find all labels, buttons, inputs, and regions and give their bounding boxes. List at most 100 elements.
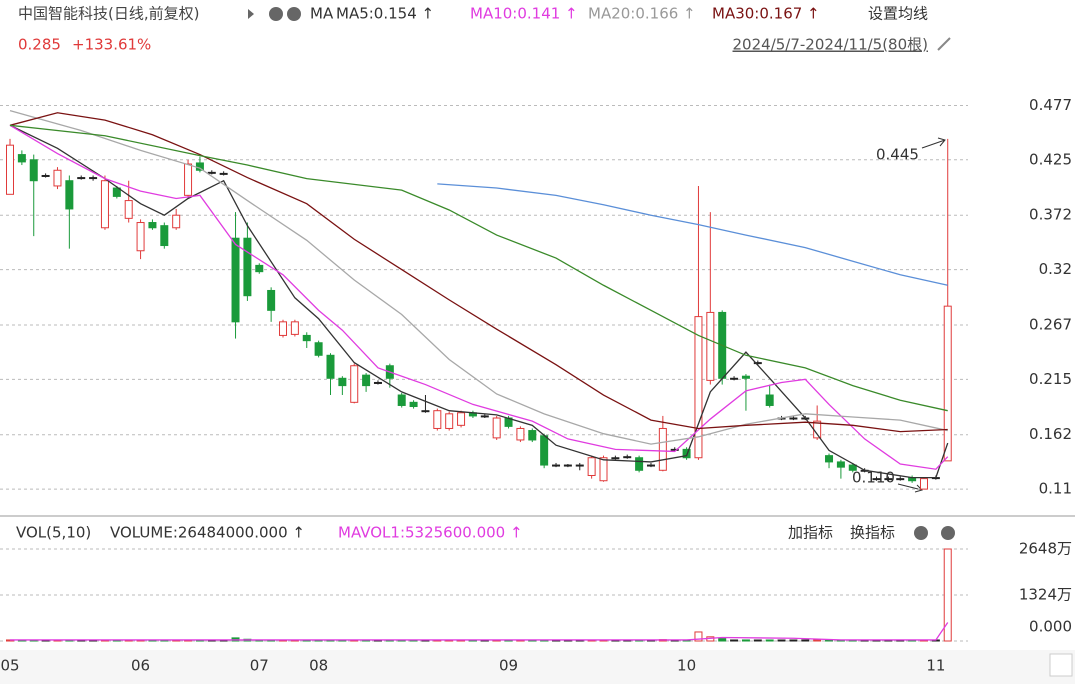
- volume-settings-icon[interactable]: [914, 526, 928, 540]
- chart-title: 中国智能科技(日线,前复权): [18, 5, 199, 23]
- candle-body: [658, 427, 667, 471]
- high-annotation: 0.445: [876, 146, 919, 164]
- candle-body: [753, 362, 762, 365]
- candle-body: [219, 172, 228, 175]
- ma-line: [437, 183, 948, 286]
- candle-body: [362, 374, 371, 387]
- candle-body: [611, 457, 620, 460]
- candle-body: [623, 456, 632, 459]
- ma-line: [9, 110, 948, 445]
- ma-line: [9, 124, 949, 470]
- candle-body: [41, 174, 50, 177]
- candle-body: [136, 222, 145, 252]
- candle-body: [825, 455, 834, 463]
- candle-body: [160, 225, 169, 247]
- candle-body: [587, 457, 596, 477]
- ma5-label: MA5:0.154 ↑: [336, 5, 434, 23]
- candle-body: [528, 430, 537, 441]
- candle-body: [706, 311, 715, 381]
- mavol-line: [10, 622, 949, 641]
- candle-body: [207, 171, 216, 174]
- ma-label: MA: [310, 5, 334, 23]
- candle-body: [563, 464, 572, 467]
- candle-body: [373, 381, 382, 384]
- candle-body: [302, 334, 311, 342]
- candle-body: [314, 342, 323, 356]
- pin-icon[interactable]: [937, 37, 951, 51]
- x-tick-label: 11: [926, 657, 945, 675]
- candle-body: [100, 180, 109, 229]
- y-tick-label: 0.215: [1029, 370, 1072, 388]
- ma-settings[interactable]: 设置均线: [868, 5, 928, 23]
- scroll-button[interactable]: [1049, 653, 1073, 677]
- candle-body: [231, 237, 240, 323]
- close-icon[interactable]: [287, 7, 301, 21]
- candle-body: [492, 417, 501, 439]
- last-price: 0.285: [18, 36, 61, 54]
- settings-icon[interactable]: [269, 7, 283, 21]
- candle-body: [421, 410, 430, 413]
- volume-bar: [718, 638, 727, 642]
- candle-body: [184, 163, 193, 196]
- volume-bar: [753, 639, 762, 642]
- high-arrow: [921, 137, 946, 149]
- candle-body: [836, 461, 845, 468]
- y-tick-label: 0.32: [1039, 260, 1072, 278]
- volume-close-icon[interactable]: [941, 526, 955, 540]
- y-tick-label: 0.477: [1029, 96, 1072, 114]
- candle-body: [89, 177, 98, 180]
- volume-tick-label: 1324万: [1019, 586, 1072, 604]
- candle-body: [896, 478, 905, 481]
- ma-line: [9, 124, 948, 412]
- volume-tick-label: 0.000: [1029, 618, 1072, 636]
- candle-body: [884, 478, 893, 481]
- volume-title: VOL(5,10): [16, 524, 91, 542]
- volume-bar: [943, 548, 952, 642]
- volume-bar: [801, 639, 810, 642]
- candle-body: [480, 415, 489, 418]
- candle-body: [6, 144, 14, 195]
- ma30-label: MA30:0.167 ↑: [712, 5, 820, 23]
- candle-body: [148, 222, 157, 229]
- candle-body: [279, 321, 288, 336]
- candle-body: [741, 375, 750, 379]
- volume-bar: [765, 639, 774, 642]
- x-tick-label: 09: [499, 657, 518, 675]
- y-tick-label: 0.162: [1029, 425, 1072, 443]
- candle-body: [789, 417, 798, 420]
- candle-body: [112, 187, 121, 197]
- y-tick-label: 0.267: [1029, 315, 1072, 333]
- volume-tick-label: 2648万: [1019, 540, 1072, 558]
- candle-body: [172, 214, 181, 229]
- candle-body: [682, 448, 691, 459]
- candle-body: [350, 365, 359, 403]
- expand-icon[interactable]: [248, 9, 254, 19]
- candle-body: [17, 154, 26, 163]
- ma-line: [9, 124, 949, 479]
- candle-body: [599, 457, 608, 482]
- candle-body: [397, 394, 406, 406]
- volume-bar: [777, 639, 786, 642]
- candle-body: [338, 377, 347, 387]
- date-range: 2024/5/7-2024/11/5(80根): [733, 36, 928, 54]
- ma10-label: MA10:0.141 ↑: [470, 5, 578, 23]
- volume-bar: [730, 639, 739, 642]
- candle-body: [646, 464, 655, 467]
- volume-value: VOLUME:26484000.000 ↑: [110, 524, 305, 542]
- volume-bar: [813, 639, 822, 642]
- add-indicator[interactable]: 加指标: [788, 524, 833, 542]
- candle-body: [243, 237, 252, 297]
- y-tick-label: 0.372: [1029, 206, 1072, 224]
- candle-body: [943, 305, 952, 462]
- x-tick-label: 10: [677, 657, 696, 675]
- candle-body: [670, 448, 679, 451]
- x-tick-label: 08: [309, 657, 328, 675]
- x-axis-strip: [0, 650, 1075, 684]
- x-tick-label: 06: [131, 657, 150, 675]
- candle-body: [516, 427, 525, 441]
- candle-body: [919, 478, 928, 490]
- candle-body: [267, 289, 276, 311]
- candle-body: [765, 394, 774, 406]
- switch-indicator[interactable]: 换指标: [850, 524, 895, 542]
